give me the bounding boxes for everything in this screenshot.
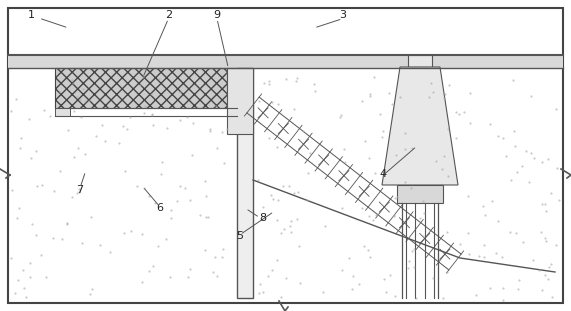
Text: 2: 2 [165, 10, 172, 20]
Bar [397, 185, 443, 203]
Bar [55, 68, 237, 108]
Text: 4: 4 [379, 169, 386, 179]
Text: 5: 5 [236, 231, 243, 241]
Text: 6: 6 [156, 203, 163, 213]
Text: 3: 3 [339, 10, 346, 20]
Bar [408, 55, 432, 67]
Bar [8, 55, 563, 68]
Bar [227, 68, 253, 134]
Bar [55, 108, 70, 116]
Text: 8: 8 [259, 213, 266, 223]
Text: 7: 7 [77, 185, 83, 195]
Text: 1: 1 [28, 10, 35, 20]
Bar [237, 68, 253, 298]
Text: 9: 9 [214, 10, 220, 20]
Polygon shape [382, 67, 458, 185]
